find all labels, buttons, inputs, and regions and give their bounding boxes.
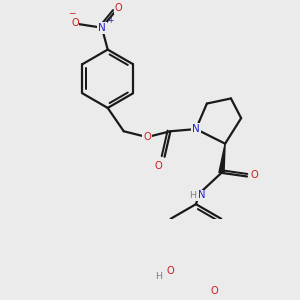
Text: O: O bbox=[155, 160, 163, 170]
Text: N: N bbox=[98, 23, 106, 33]
Text: O: O bbox=[210, 286, 218, 296]
Text: O: O bbox=[166, 266, 174, 276]
Text: +: + bbox=[107, 16, 113, 25]
Text: O: O bbox=[143, 132, 151, 142]
Text: H: H bbox=[189, 191, 196, 200]
Text: N: N bbox=[198, 190, 206, 200]
Text: O: O bbox=[250, 170, 258, 180]
Text: O: O bbox=[115, 3, 122, 13]
Text: H: H bbox=[155, 272, 162, 281]
Polygon shape bbox=[219, 144, 225, 173]
Text: −: − bbox=[68, 8, 76, 17]
Text: N: N bbox=[192, 124, 200, 134]
Text: O: O bbox=[71, 18, 79, 28]
